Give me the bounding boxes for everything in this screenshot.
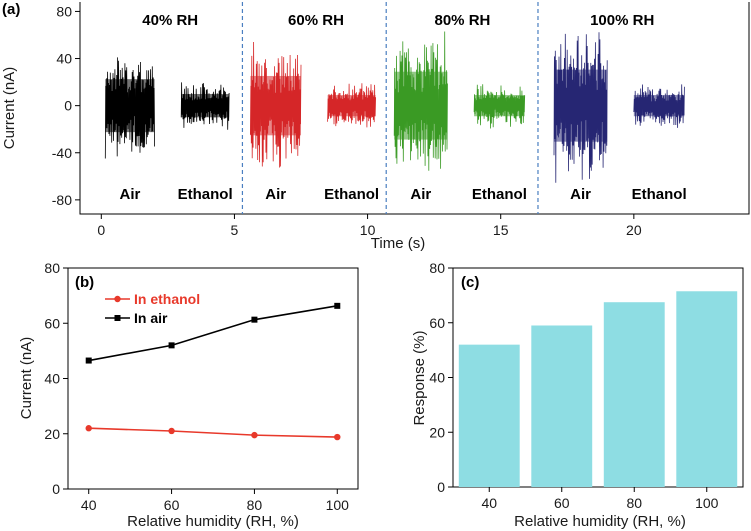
signal-core	[474, 95, 525, 117]
axes-frame-a	[79, 2, 750, 215]
data-point	[334, 433, 341, 441]
x-axis-label: Relative humidity (RH, %)	[127, 513, 299, 530]
x-tick-label: 5	[231, 222, 239, 238]
segment-label: Air	[410, 186, 431, 203]
y-tick-label: -80	[52, 192, 72, 208]
bar	[676, 291, 738, 487]
data-point	[168, 342, 175, 349]
y-tick-label: 40	[56, 51, 72, 67]
bar	[458, 344, 520, 487]
region-label: 100% RH	[590, 12, 654, 29]
y-tick-label: 0	[52, 481, 60, 497]
x-tick-label: 100	[695, 495, 719, 511]
region-label: 80% RH	[435, 12, 491, 29]
bar	[531, 325, 593, 487]
y-axis-label: Current (nA)	[1, 67, 18, 150]
signal-trace	[104, 57, 155, 159]
signal-core	[394, 71, 448, 140]
y-tick-label: 20	[429, 424, 445, 440]
x-tick-label: 10	[360, 222, 376, 238]
panel-label-b: (b)	[75, 274, 94, 291]
legend-marker	[114, 295, 121, 303]
series-line	[88, 427, 338, 438]
y-tick-label: 60	[429, 315, 445, 331]
y-tick-label: 20	[44, 426, 60, 442]
panel-label-a: (a)	[2, 1, 20, 18]
data-point	[334, 302, 341, 309]
y-tick-label: -40	[52, 145, 72, 161]
y-axis-label: Current (nA)	[18, 337, 35, 420]
signal-core	[250, 75, 302, 136]
y-tick-label: 0	[64, 98, 72, 114]
x-tick-label: 80	[247, 497, 263, 513]
segment-label: Air	[570, 186, 591, 203]
segment-label: Ethanol	[178, 186, 233, 203]
y-axis-label: Response (%)	[411, 330, 428, 425]
data-point	[168, 427, 175, 435]
segment-label: Ethanol	[324, 186, 379, 203]
region-label: 40% RH	[142, 12, 198, 29]
legend-label: In air	[134, 310, 168, 326]
y-tick-label: 40	[429, 370, 445, 386]
x-tick-label: 60	[554, 495, 570, 511]
segment-label: Air	[120, 186, 141, 203]
axes-frame-b	[67, 267, 359, 490]
x-tick-label: 60	[164, 497, 180, 513]
region-label: 60% RH	[288, 12, 344, 29]
signal-core	[553, 69, 608, 142]
x-tick-label: 20	[626, 222, 642, 238]
x-tick-label: 80	[626, 495, 642, 511]
data-point	[85, 357, 92, 364]
segment-label: Air	[265, 186, 286, 203]
x-axis-label: Time (s)	[371, 235, 425, 252]
x-axis-label: Relative humidity (RH, %)	[514, 513, 686, 530]
legend-marker	[114, 315, 121, 321]
signal-core	[105, 79, 155, 133]
panel-label-c: (c)	[461, 274, 479, 291]
segment-label: Ethanol	[632, 186, 687, 203]
x-tick-label: 0	[97, 222, 105, 238]
y-tick-label: 40	[44, 371, 60, 387]
y-tick-label: 80	[429, 260, 445, 276]
x-tick-label: 40	[81, 497, 97, 513]
data-point	[251, 316, 258, 323]
x-tick-label: 100	[326, 497, 350, 513]
y-tick-label: 60	[44, 315, 60, 331]
data-point	[85, 425, 92, 432]
bar	[603, 302, 665, 487]
data-point	[251, 431, 258, 439]
series-line	[88, 305, 338, 362]
signal-core	[327, 95, 376, 117]
y-tick-label: 0	[437, 479, 445, 495]
x-tick-label: 40	[481, 495, 497, 511]
y-tick-label: 80	[56, 3, 72, 19]
y-tick-label: 80	[44, 260, 60, 276]
signal-core	[181, 93, 230, 118]
panel-b: 0 20 40 60 80 40 60 80 100 Relative humidity (RH,…	[18, 260, 359, 530]
x-tick-label: 15	[493, 222, 509, 238]
segment-label: Ethanol	[472, 186, 527, 203]
panel-a: 80 40 0 -40 -80 0 5 10 15 20 Time (s) Current (nA) (…	[1, 1, 750, 252]
legend-label: In ethanol	[134, 291, 200, 307]
signal-core	[633, 95, 685, 117]
panel-c: 0 20 40 60 80 40 60 80 100 Relative humidity (RH,…	[411, 260, 744, 530]
